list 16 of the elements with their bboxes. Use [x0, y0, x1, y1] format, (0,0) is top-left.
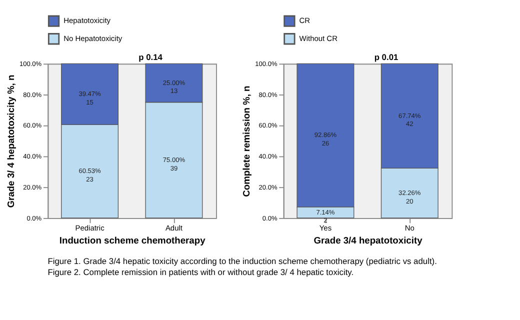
caption: Figure 2. Complete remission in patients with or without grade 3/ 4 hepatic toxicity. [48, 267, 354, 278]
x-axis-title: Induction scheme chemotherapy [59, 236, 206, 246]
legend-label: No Hepatotoxicity [64, 34, 122, 43]
x-tick-label: No [404, 224, 414, 233]
y-axis-title: Grade 3/ 4 hepatotoxicity %, n [6, 74, 16, 208]
y-axis-title: Complete remission %, n [241, 85, 252, 197]
legend-label: Hepatotoxicity [64, 16, 111, 25]
caption: Figure 1. Grade 3/4 hepatic toxicity according to the induction scheme chemotherapy (pediatric vs adult). [48, 256, 437, 266]
x-axis-title: Grade 3/4 hepatotoxicity [314, 236, 424, 246]
x-tick-label: Adult [165, 224, 184, 233]
x-tick-label: Yes [319, 224, 332, 233]
text: p 0.01 [374, 52, 398, 62]
legend-label: CR [299, 16, 311, 25]
text: p 0.14 [138, 52, 163, 62]
x-tick-label: Pediatric [75, 224, 105, 233]
legend-label: Without CR [299, 34, 338, 43]
